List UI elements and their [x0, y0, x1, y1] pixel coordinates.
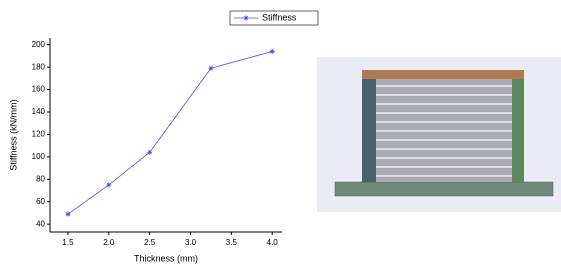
y-tick-label: 40 — [36, 219, 45, 228]
y-tick-label: 200 — [32, 40, 46, 49]
marker — [270, 49, 275, 54]
page: Thickness (mm) Stiffness (kN/mm) 40 60 80 1… — [0, 0, 561, 264]
y-tick-label: 60 — [36, 197, 45, 206]
y-tick-label: 80 — [36, 174, 45, 183]
marker — [65, 212, 70, 217]
base-plate — [335, 182, 553, 196]
y-axis-label: Stiffness (kN/mm) — [8, 99, 18, 170]
marker — [106, 182, 111, 187]
y-tick-label: 160 — [32, 85, 46, 94]
x-tick-label: 4.0 — [267, 238, 279, 247]
legend-marker — [244, 16, 249, 21]
top-plate — [362, 70, 524, 79]
x-tick-label: 3.0 — [185, 238, 197, 247]
x-tick-label: 3.5 — [226, 238, 238, 247]
x-tick-label: 2.5 — [144, 238, 156, 247]
marker — [208, 66, 213, 71]
y-tick-label: 140 — [32, 107, 46, 116]
y-tick-label: 180 — [32, 62, 46, 71]
series-line — [68, 51, 272, 214]
marker — [147, 150, 152, 155]
x-tick-label: 1.5 — [62, 238, 74, 247]
y-tick-label: 100 — [32, 152, 46, 161]
right-column — [512, 70, 524, 182]
x-tick-label: 2.0 — [103, 238, 115, 247]
legend-label: Stiffness — [262, 12, 297, 22]
y-tick-label: 120 — [32, 130, 46, 139]
x-axis-label: Thickness (mm) — [134, 253, 198, 263]
fem-image — [317, 57, 561, 212]
left-column — [362, 70, 376, 182]
